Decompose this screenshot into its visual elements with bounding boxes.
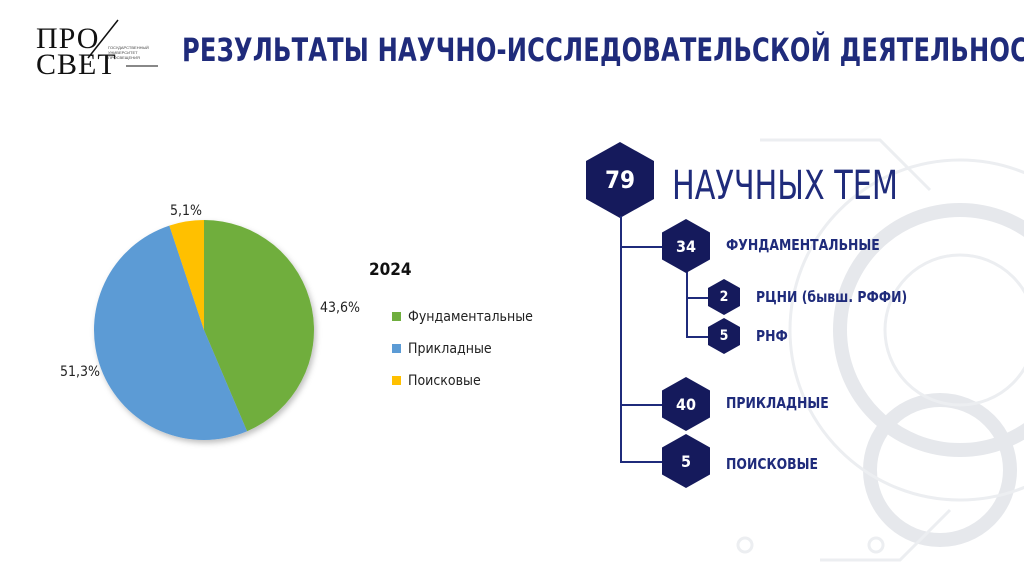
legend-swatch xyxy=(392,344,401,353)
legend-label: Фундаментальные xyxy=(408,309,533,325)
legend-label: Прикладные xyxy=(408,341,492,357)
tree-connector xyxy=(620,404,664,406)
legend-label: Поисковые xyxy=(408,373,481,389)
tree-connector xyxy=(686,336,710,338)
topics-title: НАУЧНЫХ ТЕМ xyxy=(672,163,898,209)
tree-connector xyxy=(686,297,710,299)
tree-connector xyxy=(620,216,622,461)
applied-count-hexagon: 40 xyxy=(662,377,710,431)
tree-connector xyxy=(620,246,664,248)
fundamental-label: ФУНДАМЕНТАЛЬНЫЕ xyxy=(726,236,880,254)
pie-slice-label: 51,3% xyxy=(60,364,100,380)
exploratory-count-hexagon: 5 xyxy=(662,434,710,488)
pie-slice xyxy=(93,225,248,441)
tree-connector xyxy=(686,268,688,336)
university-logo: ПРО СВЕТ ГОСУДАРСТВЕННЫЙ УНИВЕРСИТЕТ ПРО… xyxy=(26,18,166,82)
chart-title: 2024 xyxy=(369,260,412,280)
applied-label: ПРИКЛАДНЫЕ xyxy=(726,394,829,412)
fundamental-count-hexagon: 34 xyxy=(662,219,710,273)
logo-small-text: ГОСУДАРСТВЕННЫЙ УНИВЕРСИТЕТ ПРОСВЕЩЕНИЯ xyxy=(108,45,149,60)
rcni-label: РЦНИ (бывш. РФФИ) xyxy=(756,288,908,306)
rnf-label: РНФ xyxy=(756,327,788,345)
legend-swatch xyxy=(392,376,401,385)
pie-slice-label: 5,1% xyxy=(170,203,202,219)
pie-slice xyxy=(204,220,314,432)
tree-connector xyxy=(620,461,664,463)
page-title: РЕЗУЛЬТАТЫ НАУЧНО-ИССЛЕДОВАТЕЛЬСКОЙ ДЕЯТ… xyxy=(182,31,1024,69)
pie-slice xyxy=(169,220,204,330)
logo-text-line1: ПРО xyxy=(36,22,100,55)
logo-text-line2: СВЕТ xyxy=(36,48,117,81)
logo-mark xyxy=(87,19,158,67)
pie-slice-label: 43,6% xyxy=(320,300,360,316)
exploratory-label: ПОИСКОВЫЕ xyxy=(726,455,818,473)
legend-swatch xyxy=(392,312,401,321)
